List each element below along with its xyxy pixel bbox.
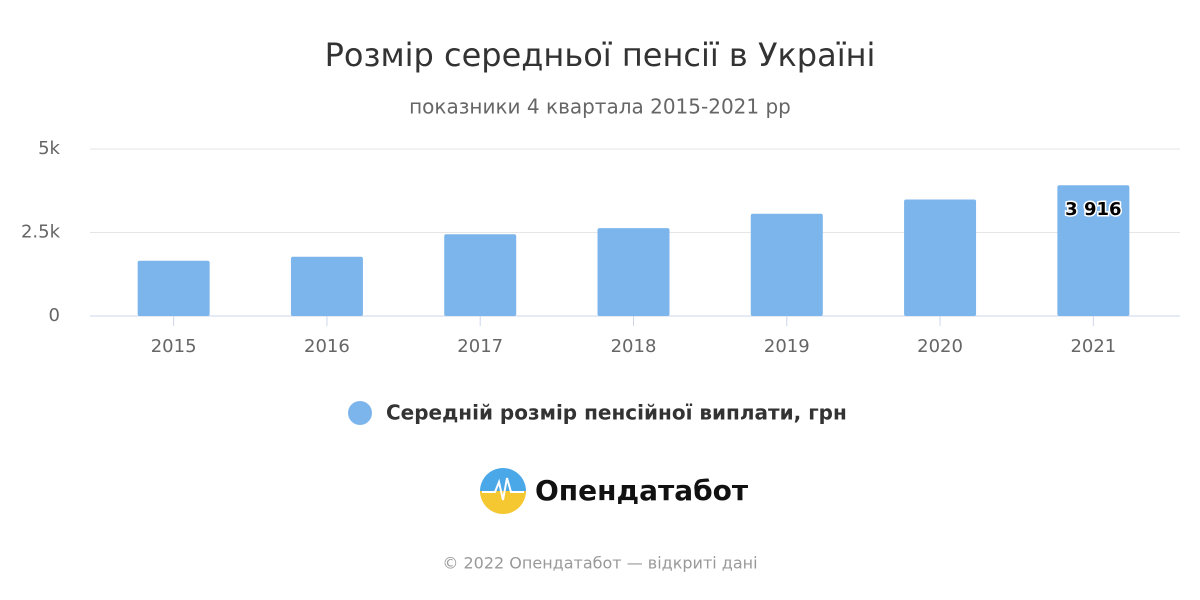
x-tick-label: 2020 (917, 336, 963, 357)
legend-marker (348, 401, 372, 425)
x-tick-label: 2015 (151, 336, 197, 357)
x-tick-label: 2021 (1070, 336, 1116, 357)
logo-text: Опендатабот (535, 474, 749, 507)
footer: © 2022 Опендатабот — відкриті дані (442, 554, 757, 573)
bar (290, 256, 363, 316)
bar (444, 234, 517, 316)
logo-pulse (482, 477, 524, 501)
legend-label: Середній розмір пенсійної виплати, грн (386, 401, 847, 425)
bar (597, 228, 670, 316)
chart-title: Розмір середньої пенсії в Україні (325, 36, 876, 74)
logo: Опендатабот (480, 468, 749, 514)
bar (137, 260, 210, 316)
bar (1057, 185, 1130, 316)
y-tick-label: 5k (38, 138, 60, 159)
bar (750, 213, 823, 316)
x-tick-label: 2019 (764, 336, 810, 357)
y-tick-label: 0 (49, 305, 60, 326)
logo-icon (480, 468, 526, 514)
chart-subtitle: показники 4 квартала 2015-2021 рр (409, 95, 791, 119)
x-tick-label: 2018 (611, 336, 657, 357)
x-tick-label: 2016 (304, 336, 350, 357)
y-tick-label: 2.5k (21, 222, 61, 243)
data-label: 3 916 (1065, 199, 1121, 220)
bar (904, 199, 977, 316)
x-tick-label: 2017 (457, 336, 503, 357)
